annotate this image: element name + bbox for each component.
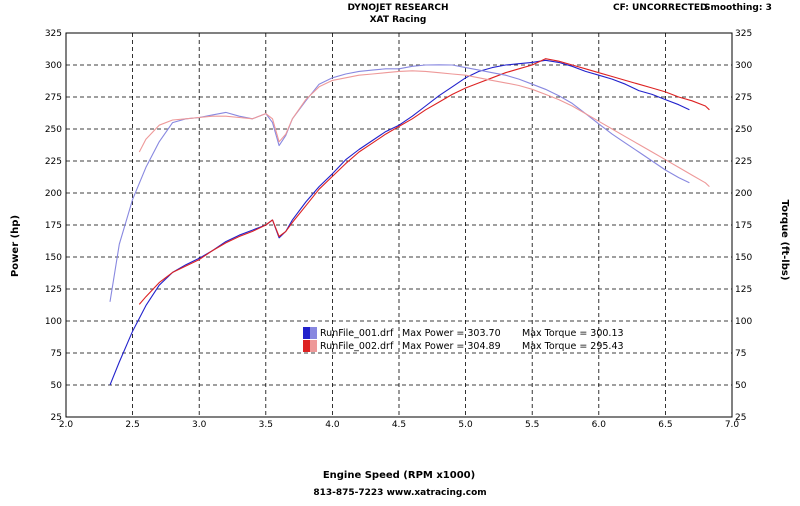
y2-tick-label: 200 [735, 189, 752, 199]
y2-tick-label: 175 [735, 221, 752, 231]
legend-torque-run1: Max Torque = 300.13 [522, 328, 624, 339]
y-tick-label: 125 [45, 285, 62, 295]
y2-tick-label: 50 [735, 381, 747, 391]
x-tick-label: 6.5 [658, 420, 672, 430]
y-axis-label: Power (hp) [10, 215, 21, 277]
y-tick-label: 100 [45, 317, 62, 327]
grid [66, 33, 732, 417]
x-tick-label: 6.0 [592, 420, 607, 430]
series-line-3-torque [109, 64, 690, 302]
y-tick-label: 75 [51, 349, 62, 359]
y-tick-label: 275 [45, 93, 62, 103]
y-tick-label: 200 [45, 189, 62, 199]
y-tick-label: 50 [51, 381, 63, 391]
legend-swatch-run1-torque [310, 327, 317, 339]
x-tick-label: 7.0 [725, 420, 740, 430]
y2-tick-label: 250 [735, 125, 752, 135]
y2-tick-label: 125 [735, 285, 752, 295]
x-tick-label: 4.0 [325, 420, 340, 430]
legend-file-run2: RunFile_002.drf [320, 341, 394, 352]
legend-file-run1: RunFile_001.drf [320, 328, 394, 339]
x-tick-label: 2.0 [59, 420, 74, 430]
legend: RunFile_001.drf Max Power = 303.70 Max T… [303, 327, 624, 352]
legend-swatch-run2-torque [310, 340, 317, 352]
x-tick-label: 3.0 [192, 420, 207, 430]
x-tick-label: 5.0 [458, 420, 473, 430]
series-line-2-power [138, 58, 710, 305]
legend-power-run2: Max Power = 304.89 [402, 341, 501, 352]
y2-tick-label: 275 [735, 93, 752, 103]
y2-tick-label: 25 [735, 413, 746, 423]
y-tick-label: 25 [51, 413, 62, 423]
y2-tick-label: 100 [735, 317, 752, 327]
x-axis-label: Engine Speed (RPM x1000) [323, 470, 475, 481]
correction-factor: CF: UNCORRECTED [613, 3, 707, 13]
y2-tick-label: 300 [735, 61, 752, 71]
footer-contact: 813-875-7223 www.xatracing.com [313, 488, 486, 498]
y2-tick-label: 75 [735, 349, 746, 359]
x-tick-label: 5.5 [525, 420, 539, 430]
chart-subtitle: XAT Racing [370, 15, 427, 25]
smoothing-label: Smoothing: 3 [704, 3, 772, 13]
x-tick-label: 4.5 [392, 420, 406, 430]
y2-tick-label: 150 [735, 253, 752, 263]
y-tick-label: 175 [45, 221, 62, 231]
y2-axis-label: Torque (ft-lbs) [779, 200, 790, 281]
series-line-4-torque [138, 70, 710, 187]
y-tick-label: 250 [45, 125, 62, 135]
y-tick-label: 225 [45, 157, 62, 167]
series-group [109, 58, 710, 386]
chart-title: DYNOJET RESEARCH [347, 3, 448, 13]
y2-tick-label: 225 [735, 157, 752, 167]
x-tick-label: 2.5 [125, 420, 139, 430]
y-tick-label: 300 [45, 61, 62, 71]
y-tick-label: 150 [45, 253, 62, 263]
x-tick-label: 3.5 [259, 420, 273, 430]
legend-power-run1: Max Power = 303.70 [402, 328, 501, 339]
y-tick-label: 325 [45, 29, 62, 39]
legend-torque-run2: Max Torque = 295.43 [522, 341, 624, 352]
y2-tick-label: 325 [735, 29, 752, 39]
